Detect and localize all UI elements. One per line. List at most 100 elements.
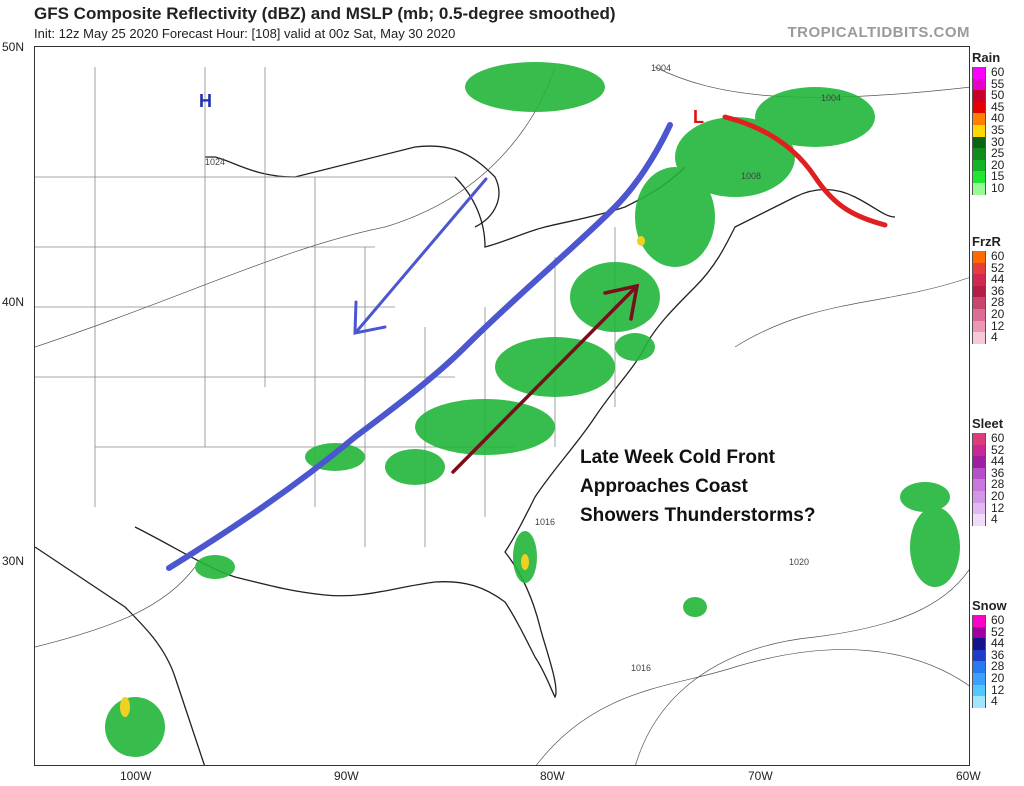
legend-title: Sleet bbox=[972, 416, 1004, 431]
lon-label: 100W bbox=[120, 769, 152, 783]
legend-swatch bbox=[972, 626, 986, 639]
legend-row: 20 bbox=[972, 670, 1024, 685]
legend-row: 52 bbox=[972, 260, 1024, 275]
forecast-annotation: Late Week Cold Front Approaches Coast Sh… bbox=[580, 443, 815, 530]
isobar-label: 1016 bbox=[631, 663, 652, 673]
isobar-label: 1016 bbox=[535, 517, 556, 527]
legend-swatch bbox=[972, 514, 986, 526]
isobars bbox=[35, 66, 969, 765]
legend-swatch bbox=[972, 171, 986, 183]
legend-row: 15 bbox=[972, 169, 1024, 184]
legend-level-label: 35 bbox=[991, 122, 1005, 137]
legend-swatch bbox=[972, 113, 986, 125]
legend-swatch bbox=[972, 444, 986, 457]
legend-level-label: 44 bbox=[991, 272, 1005, 287]
lon-label: 60W bbox=[956, 769, 981, 783]
legend-level-label: 60 bbox=[991, 431, 1005, 445]
legend-level-label: 52 bbox=[991, 442, 1005, 457]
lat-label: 40N bbox=[2, 295, 25, 309]
lon-label: 80W bbox=[540, 769, 565, 783]
legend-level-label: 60 bbox=[991, 249, 1005, 263]
legend-swatch bbox=[972, 148, 986, 160]
legend-row: 60 bbox=[972, 614, 1024, 627]
legend-row: 4 bbox=[972, 512, 1024, 527]
legend-snow: Snow 60 52 44 36 28 20 12 4 bbox=[972, 598, 1024, 708]
isobar-label: 1004 bbox=[821, 93, 842, 103]
lat-label: 30N bbox=[2, 554, 25, 568]
state-borders bbox=[35, 67, 616, 547]
isobar-label: 1024 bbox=[205, 157, 226, 167]
legend-swatch bbox=[972, 433, 986, 445]
legend-level-label: 36 bbox=[991, 647, 1005, 662]
legend-row: 28 bbox=[972, 478, 1024, 491]
legend-row: 10 bbox=[972, 180, 1024, 195]
legend-row: 20 bbox=[972, 488, 1024, 503]
legend-level-label: 10 bbox=[991, 180, 1005, 195]
legend-rain: Rain 60 55 50 45 40 35 30 25 20 15 10 bbox=[972, 50, 1024, 195]
legend-swatch bbox=[972, 320, 986, 333]
legend-level-label: 4 bbox=[991, 694, 998, 709]
map-canvas bbox=[35, 62, 969, 765]
legend-level-label: 52 bbox=[991, 260, 1005, 275]
legend-swatch bbox=[972, 684, 986, 697]
heavy-precip bbox=[120, 236, 645, 717]
legend-swatch bbox=[972, 285, 986, 298]
legend-title: Rain bbox=[972, 50, 1001, 65]
legend-swatch bbox=[972, 456, 986, 468]
legend-swatch bbox=[972, 124, 986, 137]
legend-level-label: 36 bbox=[991, 283, 1005, 298]
legend-row: 36 bbox=[972, 647, 1024, 662]
southwest-arrow bbox=[353, 177, 488, 335]
warm-front-line bbox=[722, 114, 888, 228]
legend-row: 12 bbox=[972, 502, 1024, 515]
legend-row: 25 bbox=[972, 146, 1024, 161]
legend-swatch bbox=[972, 136, 986, 149]
legend-level-label: 40 bbox=[991, 111, 1005, 126]
legend-level-label: 25 bbox=[991, 146, 1005, 161]
legend-level-label: 52 bbox=[991, 624, 1005, 639]
lon-label: 90W bbox=[334, 769, 359, 783]
legend-row: 52 bbox=[972, 442, 1024, 457]
lat-label: 50N bbox=[2, 40, 25, 54]
legend-swatch bbox=[972, 274, 986, 286]
legend-level-label: 12 bbox=[991, 682, 1005, 697]
legend-level-label: 55 bbox=[991, 76, 1005, 91]
legend-level-label: 28 bbox=[991, 659, 1005, 674]
legend-row: 45 bbox=[972, 101, 1024, 114]
legend-row: 40 bbox=[972, 111, 1024, 126]
legend-row: 4 bbox=[972, 331, 1024, 344]
legend-row: 52 bbox=[972, 624, 1024, 639]
lon-label: 70W bbox=[748, 769, 773, 783]
legend-level-label: 20 bbox=[991, 670, 1005, 685]
weather-map: H L 1024 1004 1004 1008 1016 1020 1016 bbox=[34, 46, 970, 766]
cold-front-line bbox=[166, 122, 673, 571]
legend-level-label: 60 bbox=[991, 65, 1005, 79]
isobar-label: 1004 bbox=[651, 63, 672, 73]
legend-level-label: 12 bbox=[991, 318, 1005, 333]
header: GFS Composite Reflectivity (dBZ) and MSL… bbox=[0, 0, 1024, 46]
legend-row: 30 bbox=[972, 136, 1024, 149]
legend-swatch bbox=[972, 297, 986, 309]
legend-swatch bbox=[972, 696, 986, 708]
legend-swatch bbox=[972, 649, 986, 662]
legend-row: 44 bbox=[972, 637, 1024, 650]
legend-level-label: 15 bbox=[991, 169, 1005, 184]
legend-swatch bbox=[972, 490, 986, 503]
legend-level-label: 20 bbox=[991, 157, 1005, 172]
legend-level-label: 28 bbox=[991, 295, 1005, 310]
legend-level-label: 20 bbox=[991, 488, 1005, 503]
legend-level-label: 4 bbox=[991, 512, 998, 527]
legend-swatch bbox=[972, 308, 986, 321]
legend-swatch bbox=[972, 332, 986, 344]
low-pressure-marker: L bbox=[693, 107, 704, 127]
legend-row: 44 bbox=[972, 455, 1024, 468]
legend-row: 60 bbox=[972, 431, 1024, 445]
precipitation bbox=[105, 62, 960, 757]
legend-swatch bbox=[972, 67, 986, 79]
legend-row: 55 bbox=[972, 76, 1024, 91]
annotation-line: Approaches Coast bbox=[580, 476, 748, 497]
brand-watermark: TROPICALTIDBITS.COM bbox=[787, 24, 970, 41]
legend-row: 36 bbox=[972, 283, 1024, 298]
annotation-line: Late Week Cold Front bbox=[580, 447, 775, 468]
legend-swatch bbox=[972, 159, 986, 172]
